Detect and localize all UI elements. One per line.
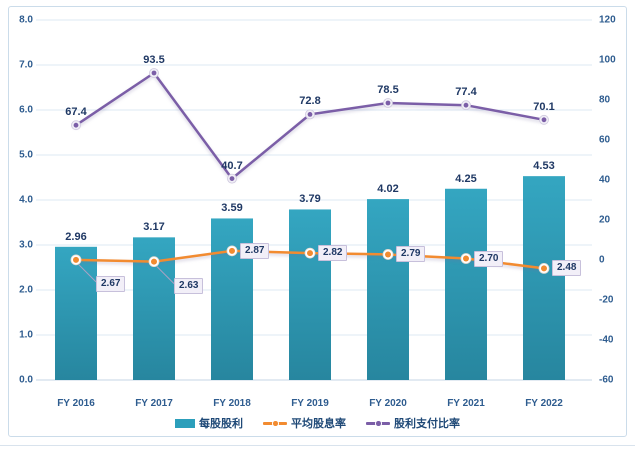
payout-marker: [151, 70, 157, 76]
legend-line-swatch: [366, 419, 390, 428]
legend-label: 每股股利: [199, 418, 243, 430]
legend-item: 每股股利: [175, 415, 243, 431]
dividend-bar: [55, 246, 97, 380]
payout-ratio-line: [74, 71, 546, 180]
yield-marker: [307, 250, 313, 257]
page-divider-line: [0, 445, 635, 446]
legend-item: 平均股息率: [263, 415, 346, 431]
dividend-bar: [289, 209, 331, 380]
payout-marker: [385, 100, 391, 106]
yield-marker: [151, 258, 157, 265]
legend-line-dot: [375, 420, 382, 427]
dividend-bar: [367, 199, 409, 380]
payout-marker: [229, 176, 235, 182]
legend-label: 平均股息率: [291, 418, 346, 430]
payout-marker: [541, 117, 547, 123]
dividend-bar: [523, 176, 565, 380]
yield-marker: [73, 256, 79, 263]
payout-marker: [73, 122, 79, 128]
yield-marker: [385, 251, 391, 258]
legend-bar-swatch: [175, 418, 195, 428]
callout-leader-line: [156, 266, 175, 285]
dividend-bar: [211, 218, 253, 380]
legend-label: 股利支付比率: [394, 418, 460, 430]
payout-marker: [463, 102, 469, 108]
legend-line-dot: [272, 420, 279, 427]
legend-line-swatch: [263, 419, 287, 428]
payout-marker: [307, 112, 313, 117]
dividend-bar: [445, 188, 487, 380]
yield-marker: [463, 255, 469, 262]
yield-marker: [229, 247, 235, 254]
legend-item: 股利支付比率: [366, 415, 460, 431]
callout-leader-line: [78, 264, 97, 283]
chart-legend: 每股股利 平均股息率 股利支付比率: [8, 415, 627, 431]
yield-marker: [541, 265, 547, 272]
